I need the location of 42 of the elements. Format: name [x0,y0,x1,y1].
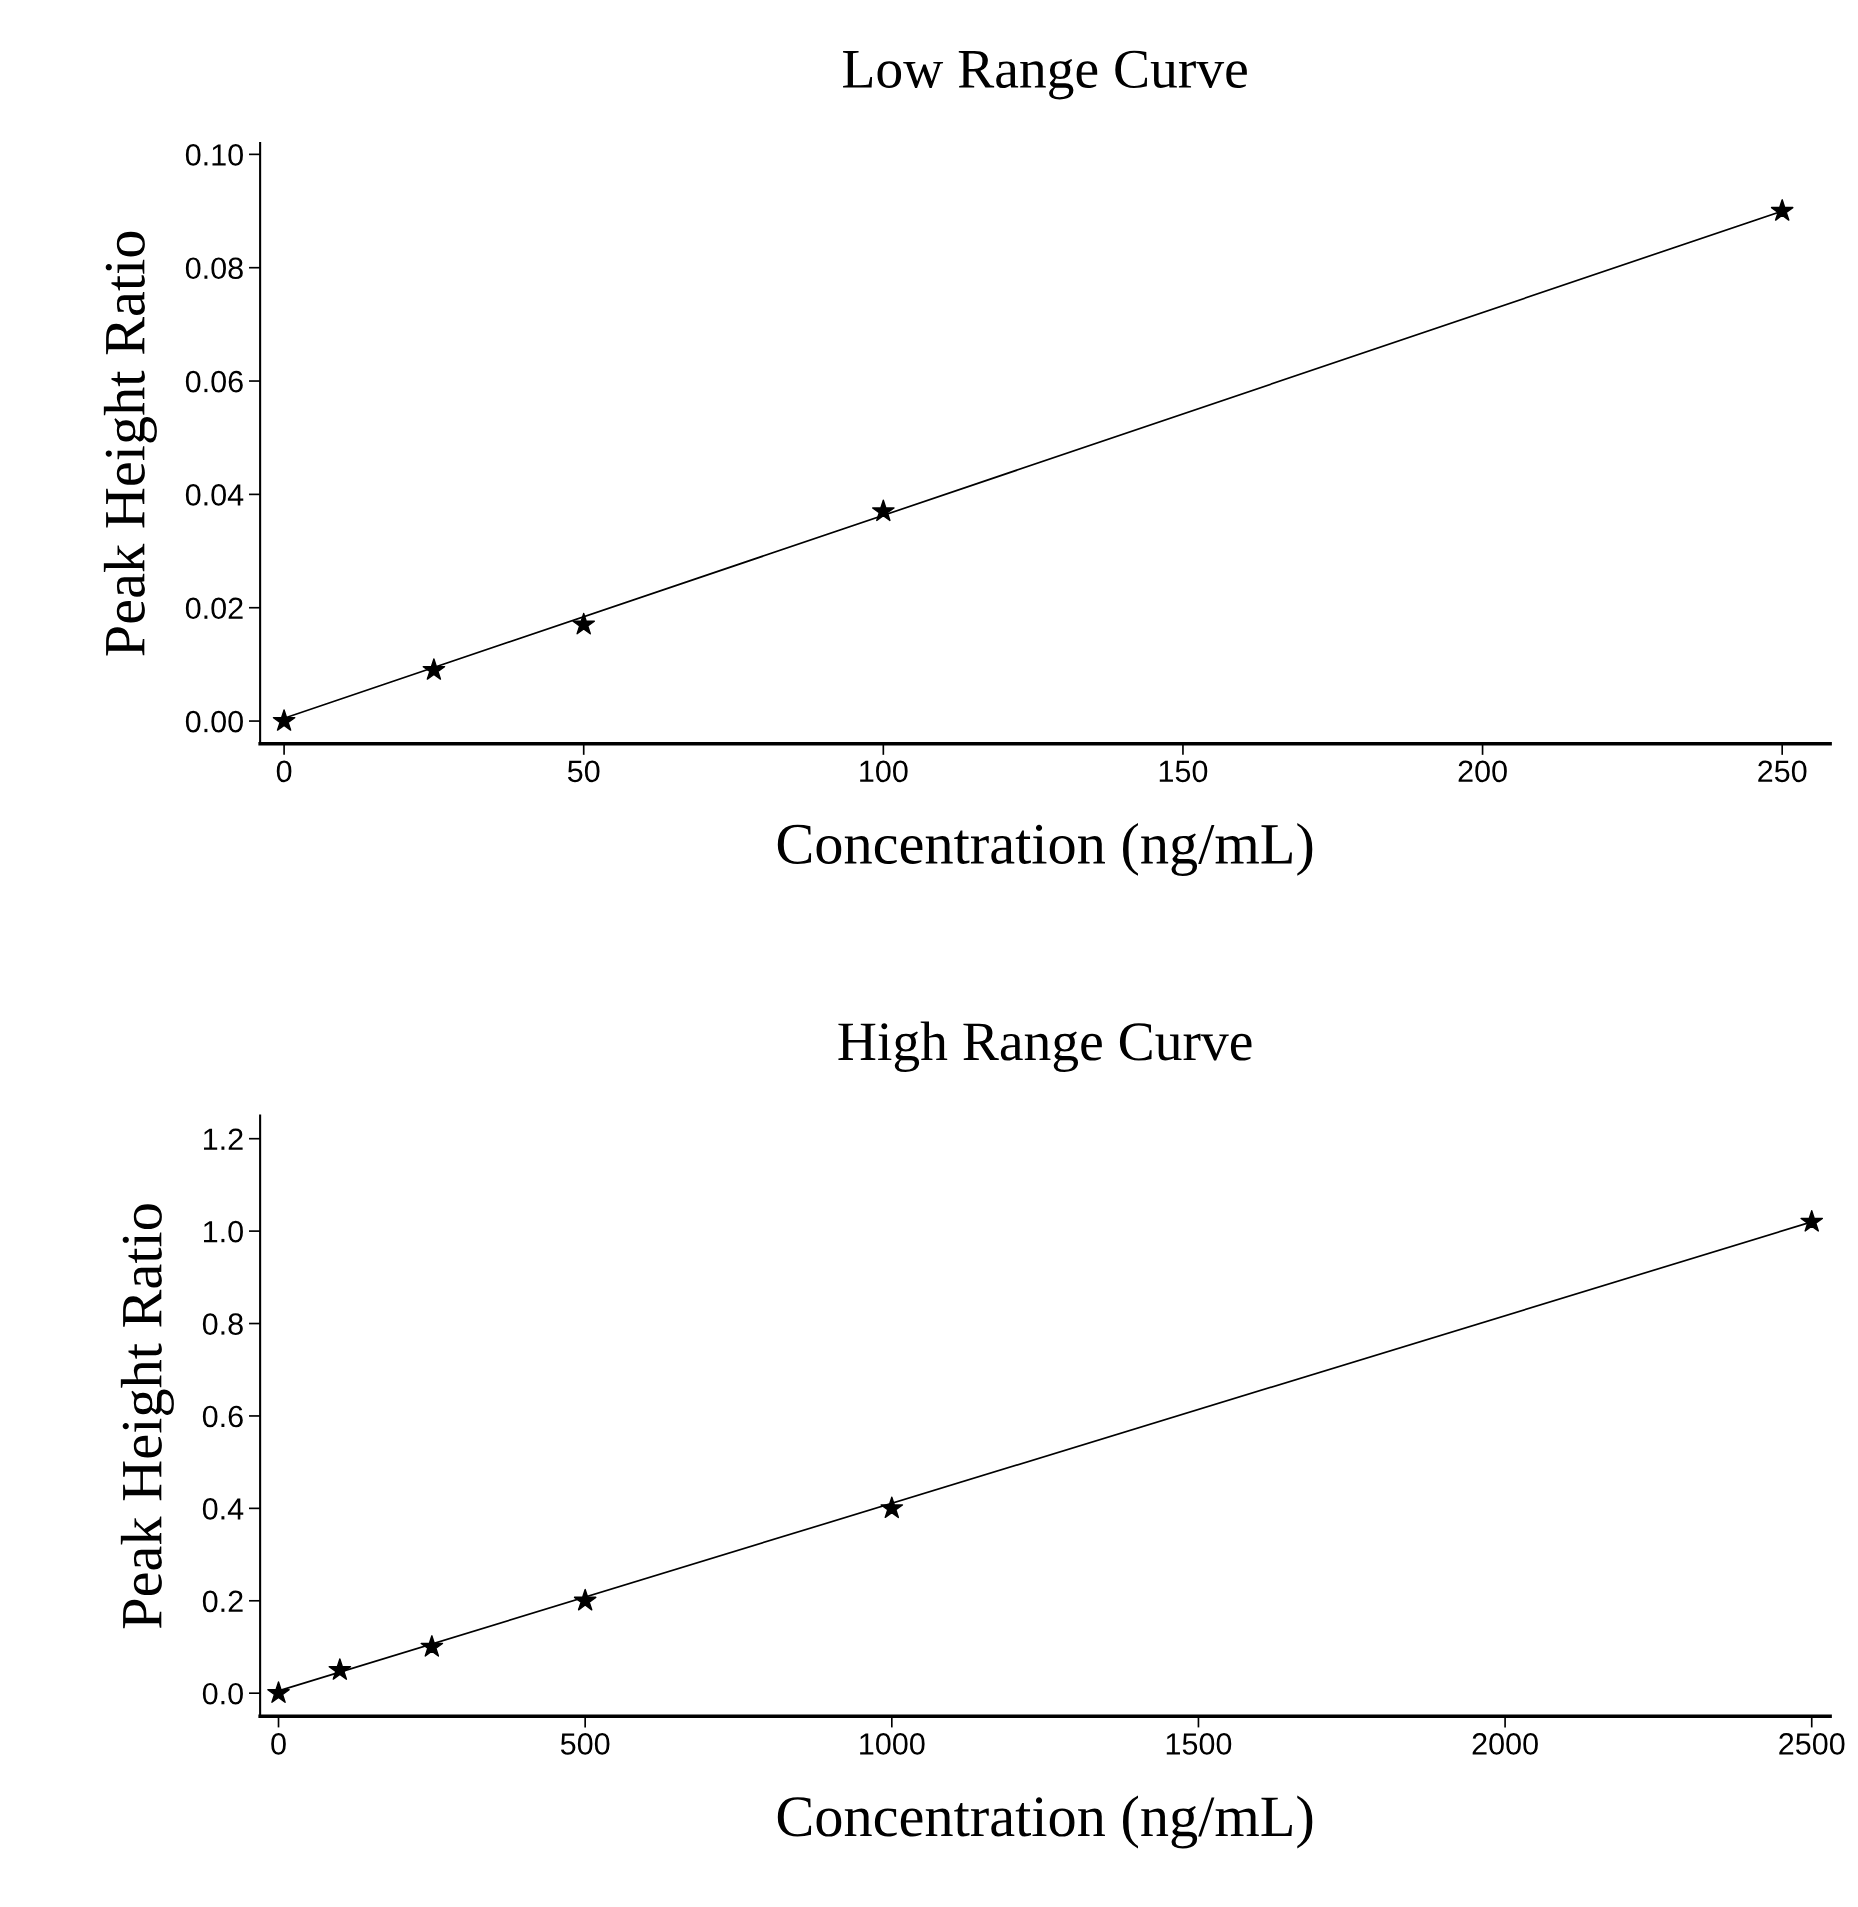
x-tick-label: 500 [560,1733,610,1755]
x-tick-label: 250 [1758,760,1807,783]
point [272,709,296,731]
x-tick-label: 50 [567,760,600,783]
y-tick-label: 0.00 [185,710,243,733]
y-tick-label: 0.4 [202,1498,244,1520]
x-tick-label: 2000 [1472,1733,1538,1755]
point [1770,199,1794,221]
x-axis-title: Concentration (ng/mL) [777,822,1313,876]
point [572,612,596,635]
chart-title: Low Range Curve [843,50,1247,100]
point [420,1635,444,1657]
x-axis-title: Concentration (ng/mL) [777,1795,1313,1849]
chart-title: High Range Curve [838,1021,1252,1073]
y-tick-label: 0.02 [185,597,243,620]
x-tick-label: 0 [271,1733,286,1755]
y-axis-title: Peak Height Ratio [120,1204,174,1629]
x-tick-label: 200 [1458,760,1507,783]
y-tick-label: 0.8 [202,1313,243,1335]
point [1800,1209,1824,1232]
y-axis-title: Peak Height Ratio [103,231,157,656]
y-tick-label: 0.6 [202,1405,243,1428]
y-tick-label: 1.0 [204,1220,243,1243]
y-tick-label: 1.2 [204,1128,243,1150]
point [573,1588,597,1611]
y-tick-label: 0.04 [185,484,244,506]
y-tick-label: 0.06 [185,370,243,393]
y-tick-label: 0.08 [185,257,243,280]
x-tick-label: 1000 [860,1733,925,1755]
x-tick-label: 100 [860,760,908,783]
y-tick-label: 0.2 [202,1590,243,1613]
x-tick-label: 1500 [1166,1733,1232,1755]
x-tick-label: 150 [1159,760,1208,783]
point [880,1496,904,1519]
point [871,499,895,522]
x-tick-label: 0 [276,760,292,783]
y-tick-label: 0.10 [185,144,243,166]
x-tick-label: 2500 [1779,1733,1845,1755]
point [267,1681,290,1703]
point [422,658,446,680]
y-tick-label: 0.0 [202,1682,243,1705]
point [328,1658,352,1680]
